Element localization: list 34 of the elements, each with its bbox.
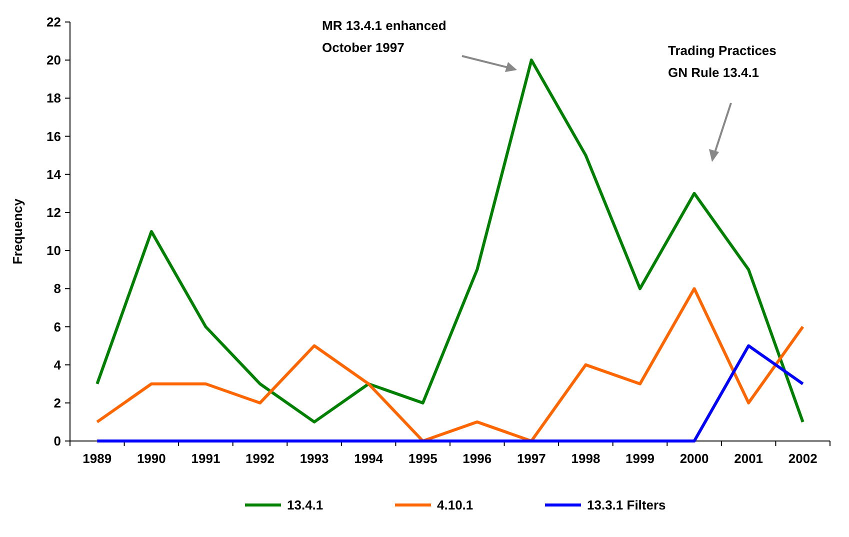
x-tick-label: 1990 [136,451,166,466]
y-tick-label: 4 [54,357,62,372]
x-tick-label: 1992 [246,451,274,466]
line-series [96,287,804,442]
y-tick-label: 16 [46,128,61,144]
x-tick-label: 1994 [354,451,384,466]
y-tick-label: 12 [46,205,61,220]
y-tick-label: 2 [54,395,61,410]
y-tick-label: 10 [46,243,61,258]
line-series [96,58,804,424]
x-tick-label: 1991 [191,451,220,466]
x-tick-label: 1995 [408,451,438,466]
x-tick-label: 1998 [571,451,600,466]
y-tick-label: 20 [46,52,61,68]
legend-label: 13.3.1 Filters [587,498,666,513]
y-tick-label: 18 [46,90,61,106]
y-tick-label: 14 [46,166,62,182]
legend-label: 13.4.1 [287,498,324,513]
x-tick-label: 2002 [788,451,818,466]
x-tick-label: 1993 [300,451,329,466]
x-tick-label: 1999 [626,451,654,466]
annotation: MR 13.4.1 enhanced October 1997 [322,18,446,55]
x-tick-label: 2000 [680,451,709,466]
legend-label: 4.10.1 [437,498,474,513]
y-tick-label: 22 [46,14,61,30]
x-tick-label: 1989 [82,451,112,466]
y-tick-label: 6 [54,319,61,334]
x-tick-label: 1997 [516,451,546,466]
y-tick-label: 0 [54,434,61,449]
y-tick-label: 8 [54,281,61,296]
y-axis-title: Frequency [10,198,25,264]
x-tick-label: 1996 [462,451,492,466]
x-tick-label: 2001 [734,451,764,466]
annotation: Trading Practices GN Rule 13.4.1 [668,43,776,80]
